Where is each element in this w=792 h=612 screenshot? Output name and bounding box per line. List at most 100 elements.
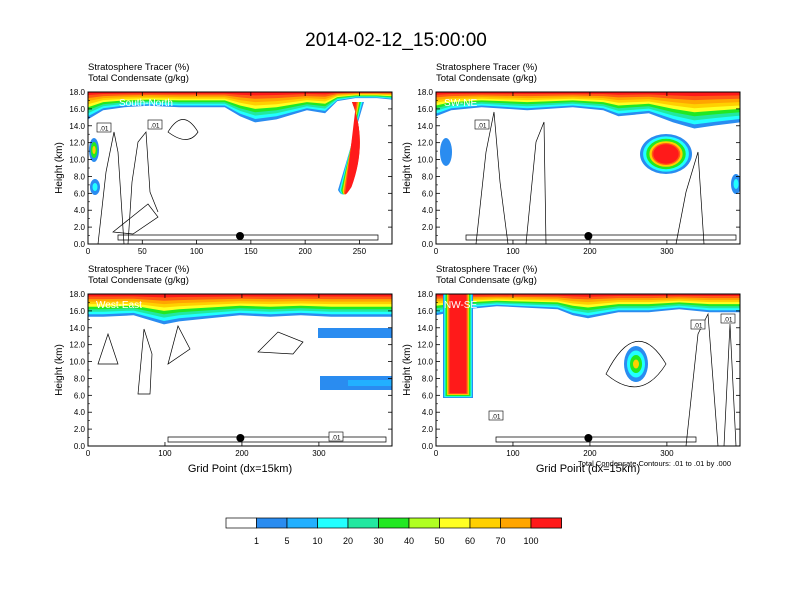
tracer-band [88,294,392,298]
y-tick-label: 10.0 [417,358,433,367]
y-tick-label: 8.0 [422,374,434,383]
contour-label-box [488,410,504,421]
panel-2-title-line-2: Total Condensate (g/kg) [436,73,537,84]
contour-label: .01 [723,317,732,324]
section-label: West-East [96,300,142,311]
panel-4-title: Stratosphere Tracer (%) Total Condensate… [436,264,537,286]
tracer-band [88,92,392,96]
contour-label: .01 [99,126,108,133]
condensate-contour [117,234,379,241]
y-tick-label: 10.0 [69,358,85,367]
y-tick-label: 18.0 [417,88,433,97]
location-marker [584,232,593,240]
condensate-contour [137,328,153,395]
condensate-contour [112,203,159,235]
y-tick-label: 4.0 [74,206,86,215]
y-tick-label: 4.0 [422,206,434,215]
x-tick-label: 200 [235,449,249,458]
x-tick-label: 100 [506,247,520,256]
contour-label-box [328,431,344,442]
colorbar-swatch [347,517,379,529]
panel-1-title-line-2: Total Condensate (g/kg) [88,73,189,84]
y-tick-label: 12.0 [417,341,433,350]
y-tick-label: 14.0 [69,122,85,131]
y-tick-label: 12.0 [417,139,433,148]
y-tick-label: 14.0 [417,122,433,131]
y-tick-label: 2.0 [74,223,86,232]
y-tick-label: 4.0 [74,408,86,417]
colorbar-label: 10 [312,536,322,546]
y-tick-label: 18.0 [69,88,85,97]
panel-4-title-line-1: Stratosphere Tracer (%) [436,264,538,275]
condensate-contour [495,436,697,443]
contour-label-box [474,119,490,130]
x-tick-label: 200 [298,247,312,256]
panel-west-east: .01 0.0 2.0 4.0 6.0 8.0 10.0 12.0 14.0 16.0 18.0 0 1… [54,290,393,475]
contour-footnote: Total Condensate Contours: .01 to .01 by… [578,459,732,468]
x-tick-label: 0 [86,247,91,256]
y-tick-label: 0.0 [422,240,434,249]
colorbar-swatch [378,517,410,529]
condensate-contour [97,131,125,244]
condensate-contour [167,119,199,140]
contour-label: .01 [150,123,159,130]
plot-background [88,92,392,244]
x-tick-label: 250 [353,247,367,256]
y-tick-label: 16.0 [69,105,85,114]
x-tick-label: 200 [583,449,597,458]
y-tick-label: 16.0 [417,105,433,114]
panel-3-title-line-1: Stratosphere Tracer (%) [88,264,190,275]
colorbar-label: 40 [404,536,414,546]
y-tick-label: 8.0 [74,374,86,383]
panel-3-title: Stratosphere Tracer (%) Total Condensate… [88,264,189,286]
x-tick-label: 0 [434,247,439,256]
x-tick-label: 100 [158,449,172,458]
plot-background [88,294,392,446]
condensate-contour [127,131,159,244]
colorbar-label: 100 [523,536,538,546]
tracer-band [436,92,740,97]
panel-1-title: Stratosphere Tracer (%) Total Condensate… [88,62,189,84]
colorbar-svg: 1 5 10 20 30 40 50 60 70 100 [225,517,562,546]
y-axis-label: Height (km) [54,142,65,194]
colorbar-swatch [408,517,440,529]
colorbar-swatch [286,517,318,529]
y-tick-label: 2.0 [74,425,86,434]
colorbar-swatch [256,517,288,529]
tracer-blob [733,179,739,189]
x-tick-label: 0 [86,449,91,458]
colorbar-label: 1 [254,536,259,546]
contour-label-box [147,119,163,130]
condensate-contour [167,436,387,443]
y-tick-label: 8.0 [422,172,434,181]
y-tick-label: 6.0 [74,189,86,198]
plot-area [88,92,392,244]
condensate-contour [605,340,667,388]
condensate-contour [465,234,737,241]
plot-area [88,294,392,446]
contour-label: .01 [491,414,500,421]
contour-label: .01 [331,435,340,442]
y-tick-label: 0.0 [74,240,86,249]
colorbar-label: 70 [495,536,505,546]
location-marker [584,434,593,442]
section-label: SW-NE [444,98,477,109]
y-tick-label: 0.0 [422,442,434,451]
y-tick-label: 2.0 [422,223,434,232]
y-tick-label: 12.0 [69,139,85,148]
page-title: 2014-02-12_15:00:00 [305,30,487,51]
contour-label: .01 [477,123,486,130]
x-tick-label: 300 [660,449,674,458]
y-tick-label: 18.0 [417,290,433,299]
contour-label-box [720,313,736,324]
y-tick-label: 16.0 [417,307,433,316]
tracer-blob [633,359,639,369]
tracer-blob [92,146,96,154]
colorbar-label: 60 [465,536,475,546]
tracer-column [449,294,467,394]
tracer-tongue [345,102,360,195]
x-axis-label: Grid Point (dx=15km) [536,463,640,475]
tracer-patch [318,328,392,338]
colorbar: 1 5 10 20 30 40 50 60 70 100 [224,516,568,556]
y-tick-label: 4.0 [422,408,434,417]
